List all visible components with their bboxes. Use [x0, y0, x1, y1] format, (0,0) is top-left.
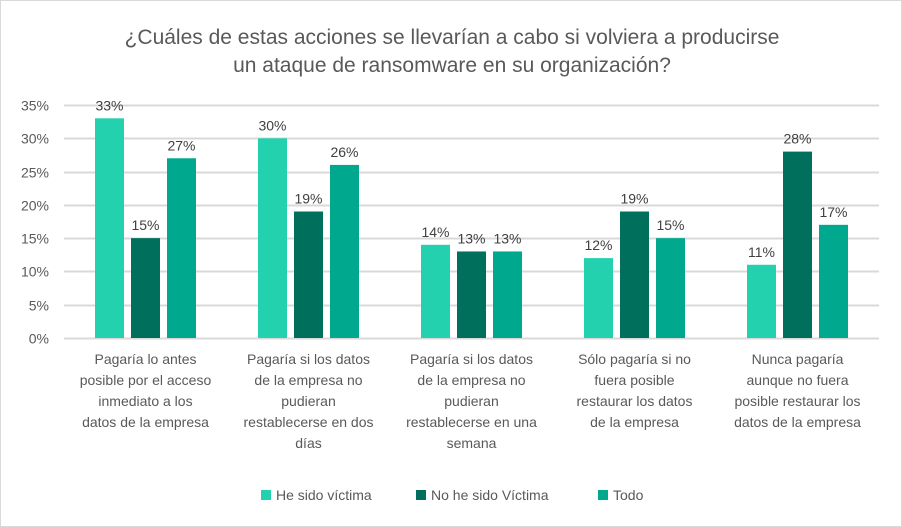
y-axis-ticks: 0% 5% 10% 15% 20% 25% 30% 35% [21, 98, 49, 347]
data-label: 14% [421, 224, 449, 240]
data-label: 28% [783, 131, 811, 147]
x-category-label: de la empresa no [254, 372, 362, 388]
legend: He sido víctima No he sido Víctima Todo [261, 487, 644, 503]
x-category-label: datos de la empresa [734, 414, 861, 430]
y-tick-label: 25% [21, 165, 49, 181]
bar [656, 238, 685, 338]
legend-swatch [416, 490, 426, 500]
bar [819, 224, 848, 338]
y-tick-label: 20% [21, 198, 49, 214]
x-category-label: Pagaría lo antes [95, 351, 197, 367]
bar [783, 151, 812, 338]
y-tick-label: 35% [21, 98, 49, 114]
bar [258, 138, 287, 338]
chart-title: ¿Cuáles de estas acciones se llevarían a… [125, 26, 780, 77]
x-axis-categories: Pagaría lo antes posible por el acceso inm… [80, 351, 861, 451]
data-label: 30% [258, 117, 286, 133]
legend-item[interactable]: Todo [598, 487, 644, 503]
bar [457, 251, 486, 338]
data-label: 13% [457, 230, 485, 246]
legend-label: Todo [613, 487, 644, 503]
x-category-label: Pagaría si los datos [410, 351, 533, 367]
bar [620, 211, 649, 338]
y-tick-label: 30% [21, 131, 49, 147]
x-category-label: semana [447, 435, 497, 451]
y-tick-label: 0% [29, 331, 49, 347]
bar [584, 258, 613, 338]
legend-swatch [261, 490, 271, 500]
bar [294, 211, 323, 338]
chart-title-line-2: un ataque de ransomware en su organizaci… [233, 54, 671, 77]
x-category-label: Sólo pagaría si no [578, 351, 691, 367]
legend-item[interactable]: No he sido Víctima [416, 487, 549, 503]
x-category-label: pudieran [281, 393, 336, 409]
data-label: 19% [294, 191, 322, 207]
x-category-label: Pagaría si los datos [247, 351, 370, 367]
bar [131, 238, 160, 338]
data-labels: 33% 15% 27% 30% 19% 26% 14% 13% 13% 12% 19% 15% 11% 2… [95, 97, 847, 259]
y-tick-label: 15% [21, 231, 49, 247]
x-category-label: fuera posible [594, 372, 674, 388]
bar [747, 264, 776, 338]
data-label: 15% [656, 217, 684, 233]
data-label: 27% [167, 137, 195, 153]
x-category-label: pudieran [444, 393, 499, 409]
x-category-label: inmediato a los [98, 393, 192, 409]
legend-label: No he sido Víctima [431, 487, 549, 503]
x-category-label: de la empresa no [417, 372, 525, 388]
data-label: 12% [584, 237, 612, 253]
legend-label: He sido víctima [276, 487, 372, 503]
x-category-label: posible por el acceso [80, 372, 212, 388]
data-label: 26% [330, 144, 358, 160]
legend-swatch [598, 490, 608, 500]
x-category-label: restaurar los datos [577, 393, 693, 409]
x-category-label: aunque no fuera [747, 372, 849, 388]
x-category-label: Nunca pagaría [752, 351, 844, 367]
data-label: 13% [493, 230, 521, 246]
chart-title-line-1: ¿Cuáles de estas acciones se llevarían a… [125, 26, 780, 49]
y-tick-label: 10% [21, 264, 49, 280]
bar [421, 244, 450, 338]
data-label: 15% [131, 217, 159, 233]
y-tick-label: 5% [29, 298, 49, 314]
bar [95, 118, 124, 338]
x-category-label: restablecerse en dos [244, 414, 374, 430]
x-category-label: días [295, 435, 321, 451]
bar [330, 164, 359, 338]
x-category-label: datos de la empresa [82, 414, 209, 430]
bar [167, 158, 196, 338]
x-category-label: restablecerse en una [406, 414, 537, 430]
data-label: 17% [819, 204, 847, 220]
bars [95, 118, 848, 338]
legend-item[interactable]: He sido víctima [261, 487, 372, 503]
bar [493, 251, 522, 338]
x-category-label: de la empresa [590, 414, 679, 430]
data-label: 19% [620, 191, 648, 207]
x-category-label: posible restaurar los [734, 393, 860, 409]
data-label: 33% [95, 97, 123, 113]
data-label: 11% [748, 244, 775, 260]
